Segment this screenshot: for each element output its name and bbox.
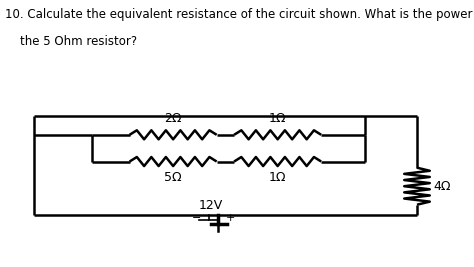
Text: 2Ω: 2Ω [164,112,182,125]
Text: 10. Calculate the equivalent resistance of the circuit shown. What is the power : 10. Calculate the equivalent resistance … [5,8,474,21]
Text: 1Ω: 1Ω [269,112,286,125]
Text: 4Ω: 4Ω [433,180,451,193]
Text: 5Ω: 5Ω [164,171,182,184]
Text: −: − [191,213,201,223]
Text: 12V: 12V [199,199,223,212]
Text: 1Ω: 1Ω [269,171,286,184]
Text: the 5 Ohm resistor?: the 5 Ohm resistor? [5,35,137,48]
Text: +: + [226,213,235,223]
